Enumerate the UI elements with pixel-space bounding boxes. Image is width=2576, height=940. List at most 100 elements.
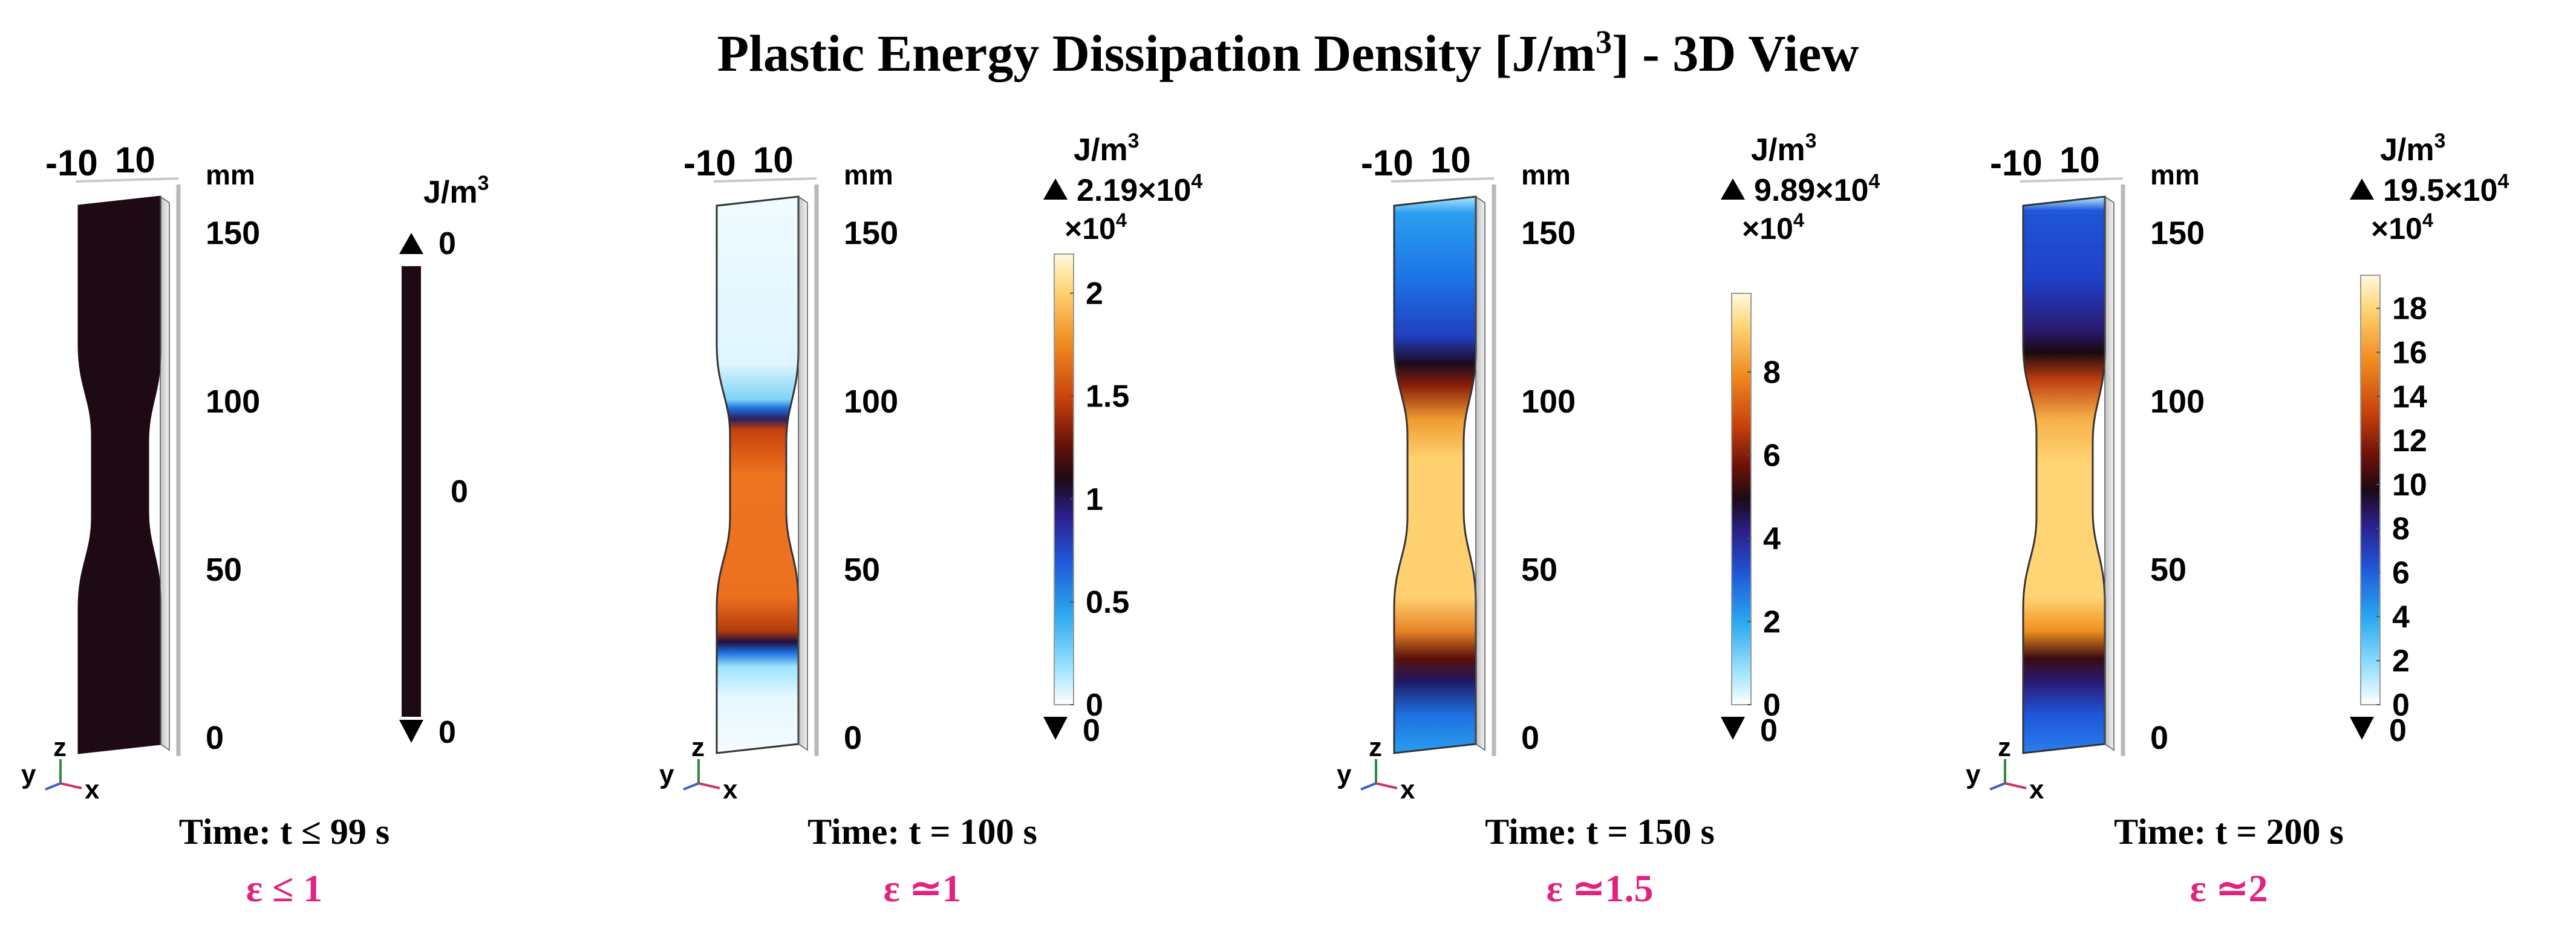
triad-x-label: x xyxy=(85,775,100,805)
legend-unit: J/m3 xyxy=(1074,129,1139,168)
time-caption: Time: t = 200 s xyxy=(2114,812,2344,852)
colorbar-tick-label: 6 xyxy=(2392,556,2410,591)
colorbar-tick-label: 0 xyxy=(1086,688,1103,723)
triad-x-axis xyxy=(2004,782,2027,789)
colorbar xyxy=(1731,293,1752,705)
colorbar-tick-label: 0 xyxy=(2392,688,2410,723)
colorbar-tick-label: 8 xyxy=(1763,355,1781,390)
colorbar-tick-label: 16 xyxy=(2392,335,2427,370)
axis-unit-label: mm xyxy=(1521,159,1571,191)
z-tick-label: 150 xyxy=(2150,215,2205,252)
colorbar-tick-label: 4 xyxy=(1763,521,1781,556)
legend-unit: J/m3 xyxy=(1751,129,1816,168)
strain-caption: ε ≃1.5 xyxy=(1547,867,1654,910)
triad-y-label: y xyxy=(659,760,674,789)
x-tick-label: -10 xyxy=(45,143,98,183)
colorbar-tick-label: 10 xyxy=(2392,468,2427,503)
legend-min-label: 0 xyxy=(439,715,456,750)
specimen xyxy=(1393,195,1477,754)
triad-y-axis xyxy=(683,782,699,791)
colorbar-tick-label: 1.5 xyxy=(1086,379,1129,414)
colorbar-tick-label: 4 xyxy=(2392,599,2410,635)
legend-max-arrow xyxy=(2350,178,2374,200)
triad-y-axis xyxy=(45,782,61,791)
colorbar-tick-label: 14 xyxy=(2392,379,2427,414)
triad-x-label: x xyxy=(1400,775,1415,805)
z-tick-label: 150 xyxy=(1521,215,1576,252)
figure-title: Plastic Energy Dissipation Density [J/m3… xyxy=(717,24,1859,82)
legend-max-label: 0 xyxy=(439,226,456,261)
strain-caption: ε ≤ 1 xyxy=(246,867,322,910)
time-caption: Time: t ≤ 99 s xyxy=(179,812,390,852)
specimen xyxy=(716,195,800,754)
legend-min-label: 0 xyxy=(1083,713,1100,748)
x-tick-label: -10 xyxy=(1361,143,1414,183)
colorbar-tick-label: 2 xyxy=(1086,276,1103,312)
colorbar-tick-label: 0 xyxy=(451,474,468,509)
triad-x-axis xyxy=(1375,782,1398,789)
legend-multiplier: ×104 xyxy=(2371,209,2433,246)
legend-unit: J/m3 xyxy=(423,172,489,210)
z-tick-label: 150 xyxy=(844,215,898,252)
specimen-edge xyxy=(798,195,808,751)
x-tick-label: 10 xyxy=(1430,140,1471,180)
triad-x-axis xyxy=(60,782,82,789)
triad-x-label: x xyxy=(2029,775,2044,805)
z-tick-label: 0 xyxy=(844,720,862,756)
legend-min-label: 0 xyxy=(1760,713,1778,748)
triad-y-axis xyxy=(1360,782,1377,791)
legend-min-label: 0 xyxy=(2389,713,2407,748)
axis-unit-label: mm xyxy=(844,159,893,191)
legend-max-label: 19.5×104 xyxy=(2383,170,2509,208)
z-tick-label: 50 xyxy=(844,552,880,588)
triad-z-label: z xyxy=(1998,733,2011,762)
z-tick-label: 50 xyxy=(2150,552,2186,588)
x-tick-label: 10 xyxy=(115,140,155,180)
triad-z-label: z xyxy=(53,733,67,762)
legend-min-arrow xyxy=(1043,717,1068,740)
colorbar xyxy=(1054,253,1074,705)
colorbar-tick-label: 6 xyxy=(1763,438,1781,473)
legend-max-arrow xyxy=(399,233,423,254)
z-tick-label: 100 xyxy=(206,384,260,420)
z-tick-label: 50 xyxy=(1521,552,1557,588)
z-tick-label: 100 xyxy=(2150,384,2205,420)
colorbar-tick-label: 8 xyxy=(2392,512,2410,547)
strain-caption: ε ≃1 xyxy=(884,867,962,910)
legend-max-label: 2.19×104 xyxy=(1077,170,1202,208)
z-tick-label: 150 xyxy=(206,215,260,252)
legend-min-arrow xyxy=(399,720,423,743)
x-tick-label: -10 xyxy=(1990,143,2043,183)
z-tick-label: 0 xyxy=(2150,720,2168,756)
specimen xyxy=(2022,195,2106,754)
colorbar-tick-label: 12 xyxy=(2392,423,2427,459)
triad-y-label: y xyxy=(1337,760,1352,789)
axis-unit-label: mm xyxy=(2150,159,2200,191)
z-tick-label: 100 xyxy=(1521,384,1576,420)
legend-multiplier: ×104 xyxy=(1065,209,1127,246)
legend-min-arrow xyxy=(2350,717,2374,740)
specimen-edge xyxy=(160,195,170,751)
z-tick-label: 0 xyxy=(1521,720,1539,756)
legend-min-arrow xyxy=(1721,717,1745,740)
specimen-edge xyxy=(2104,195,2115,751)
colorbar xyxy=(2360,275,2381,705)
colorbar-tick-label: 0.5 xyxy=(1086,585,1129,620)
specimen-edge xyxy=(1475,195,1485,751)
colorbar-tick-label: 18 xyxy=(2392,292,2427,327)
triad-z-label: z xyxy=(1369,733,1382,762)
legend-max-arrow xyxy=(1721,178,1745,200)
axis-unit-label: mm xyxy=(206,159,255,191)
specimen xyxy=(77,195,161,754)
panel-3: -10 10 mm 150 100 50 0 zx y Time: t = 150 s ε ≃1.5… xyxy=(1337,129,1880,910)
colorbar-tick-label: 2 xyxy=(1763,604,1781,639)
triad-y-axis xyxy=(1989,782,2006,791)
legend-unit: J/m3 xyxy=(2380,129,2445,168)
colorbar xyxy=(402,266,421,717)
triad-z-label: z xyxy=(691,733,705,762)
panel-1: -10 10 mm 150 100 50 0 zx y Time: t ≤ 99 s ε ≤ 1 J/… xyxy=(21,140,489,910)
legend-max-arrow xyxy=(1043,178,1068,200)
time-caption: Time: t = 100 s xyxy=(807,812,1037,852)
